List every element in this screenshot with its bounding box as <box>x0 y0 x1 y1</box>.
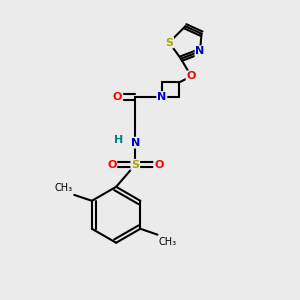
Text: S: S <box>165 38 173 47</box>
Text: N: N <box>195 46 205 56</box>
Text: CH₃: CH₃ <box>55 182 73 193</box>
Text: O: O <box>107 160 116 170</box>
Text: S: S <box>131 160 139 170</box>
Text: N: N <box>157 92 167 102</box>
Text: CH₃: CH₃ <box>159 237 177 247</box>
Text: H: H <box>115 135 124 145</box>
Text: O: O <box>113 92 122 102</box>
Text: O: O <box>154 160 164 170</box>
Text: O: O <box>187 71 196 81</box>
Text: N: N <box>131 138 140 148</box>
